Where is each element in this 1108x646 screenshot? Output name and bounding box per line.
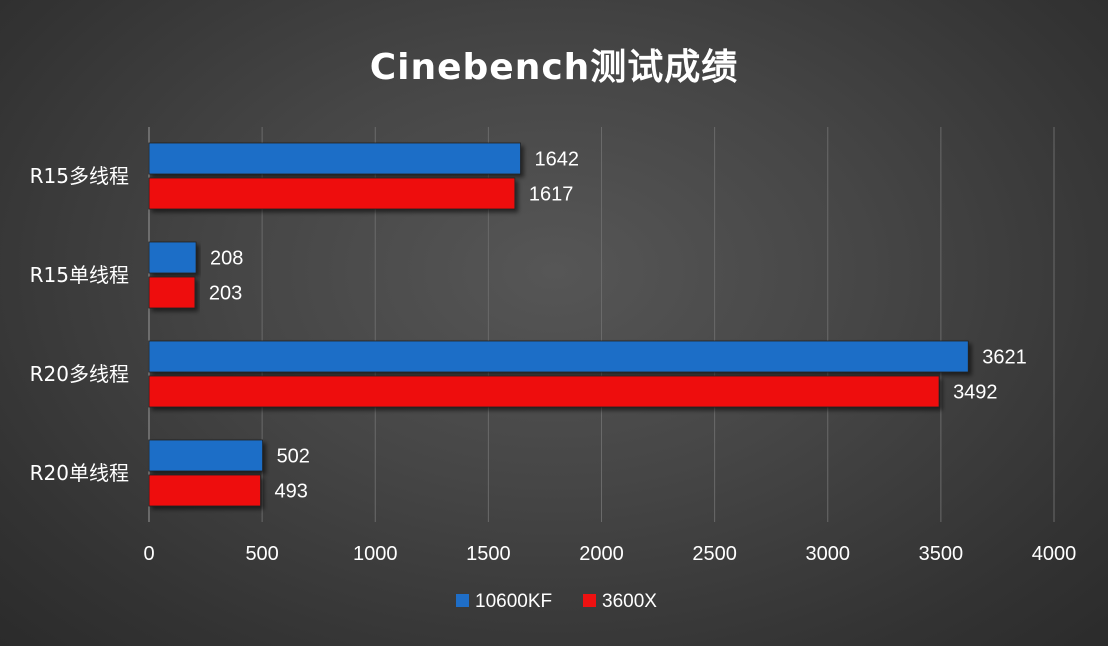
data-label: 208 — [210, 248, 243, 270]
bar-10600KF — [148, 241, 197, 274]
category-label: R15单线程 — [30, 263, 129, 287]
legend-swatch — [456, 594, 469, 607]
data-label: 502 — [277, 446, 310, 468]
x-tick-label: 500 — [245, 543, 278, 565]
bar-10600KF — [148, 142, 521, 175]
x-tick-label: 2500 — [692, 543, 737, 565]
data-label: 1642 — [535, 149, 580, 171]
category-label: R20单线程 — [30, 461, 129, 485]
data-label: 203 — [209, 283, 242, 305]
x-tick-label: 1500 — [466, 543, 511, 565]
bar-10600KF — [148, 439, 263, 472]
x-tick-label: 1000 — [353, 543, 398, 565]
legend-label: 10600KF — [475, 591, 552, 612]
x-tick-label: 2000 — [579, 543, 624, 565]
legend-label: 3600X — [602, 591, 657, 612]
chart-title: Cinebench测试成绩 — [369, 47, 739, 88]
category-label: R15多线程 — [30, 164, 129, 188]
data-label: 1617 — [529, 184, 574, 206]
x-tick-label: 0 — [143, 543, 154, 565]
x-tick-label: 4000 — [1032, 543, 1077, 565]
bar-3600X — [148, 375, 940, 408]
bar-3600X — [148, 276, 196, 309]
data-label: 493 — [275, 481, 308, 503]
category-label: R20多线程 — [30, 362, 129, 386]
bar-3600X — [148, 177, 516, 210]
x-tick-label: 3500 — [919, 543, 964, 565]
x-tick-label: 3000 — [806, 543, 851, 565]
data-label: 3492 — [953, 382, 998, 404]
legend-swatch — [583, 594, 596, 607]
data-label: 3621 — [982, 347, 1027, 369]
bar-3600X — [148, 474, 261, 507]
bar-10600KF — [148, 340, 969, 373]
